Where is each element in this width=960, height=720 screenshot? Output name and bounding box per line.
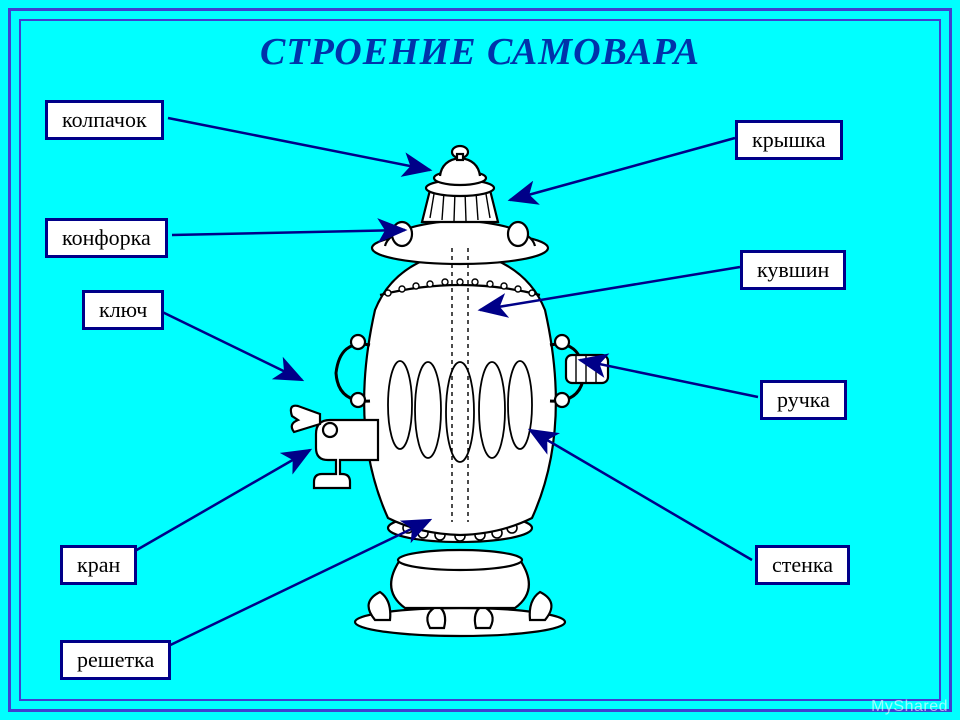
label-stenka: стенка — [755, 545, 850, 585]
label-reshetka: решетка — [60, 640, 171, 680]
label-kuvshin: кувшин — [740, 250, 846, 290]
page-title: СТРОЕНИЕ САМОВАРА — [0, 30, 960, 74]
label-kryshka: крышка — [735, 120, 843, 160]
label-klyuch: ключ — [82, 290, 164, 330]
label-ruchka: ручка — [760, 380, 847, 420]
label-kolpachok: колпачок — [45, 100, 164, 140]
samovar-illustration — [230, 130, 690, 650]
label-konforka: конфорка — [45, 218, 168, 258]
label-kran: кран — [60, 545, 137, 585]
watermark: MyShared — [871, 698, 948, 716]
